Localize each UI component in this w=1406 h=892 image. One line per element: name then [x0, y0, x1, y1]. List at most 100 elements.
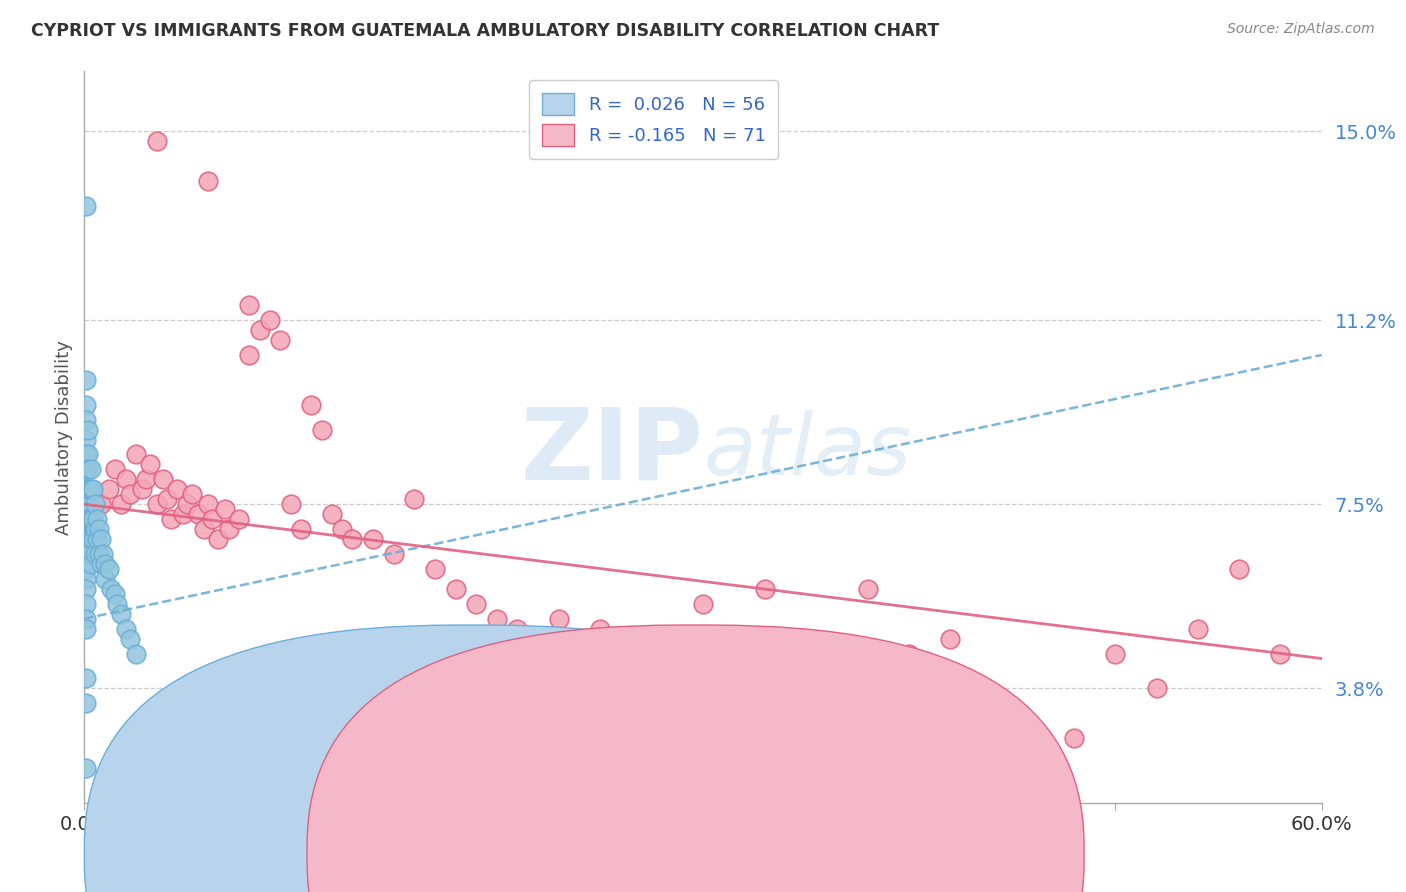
- Point: [75, 672, 97, 686]
- Point: [160, 512, 183, 526]
- Point: [269, 333, 291, 347]
- Point: [218, 522, 240, 536]
- Point: [404, 492, 426, 507]
- Point: [794, 672, 817, 686]
- Point: [77, 483, 100, 497]
- Point: [568, 632, 591, 646]
- Text: Immigrants from Guatemala: Immigrants from Guatemala: [721, 845, 977, 863]
- Point: [87, 522, 110, 536]
- Point: [166, 483, 188, 497]
- Point: [83, 522, 105, 536]
- Point: [754, 582, 776, 596]
- Point: [228, 512, 250, 526]
- Point: [91, 547, 114, 561]
- Point: [79, 462, 101, 476]
- Point: [609, 647, 631, 661]
- Point: [139, 458, 162, 472]
- Point: [207, 532, 229, 546]
- Point: [77, 448, 100, 462]
- Point: [75, 582, 97, 596]
- Point: [75, 433, 97, 447]
- Point: [361, 532, 384, 546]
- Point: [77, 462, 100, 476]
- Point: [118, 632, 141, 646]
- Point: [898, 647, 921, 661]
- Point: [90, 532, 112, 546]
- Point: [90, 497, 112, 511]
- Point: [75, 398, 97, 412]
- Point: [1270, 647, 1292, 661]
- Point: [75, 462, 97, 476]
- Point: [238, 348, 260, 362]
- Point: [82, 512, 104, 526]
- Point: [75, 597, 97, 611]
- Point: [506, 622, 529, 636]
- Point: [79, 512, 101, 526]
- Point: [77, 423, 100, 437]
- Point: [156, 492, 179, 507]
- Point: [98, 483, 121, 497]
- Point: [104, 587, 127, 601]
- Point: [75, 448, 97, 462]
- Point: [83, 547, 105, 561]
- Point: [201, 512, 224, 526]
- Point: [75, 512, 97, 526]
- Point: [90, 557, 112, 571]
- Point: [311, 423, 333, 437]
- Point: [79, 483, 101, 497]
- Point: [104, 462, 127, 476]
- Point: [172, 507, 194, 521]
- Point: [1104, 647, 1126, 661]
- Point: [1001, 731, 1024, 745]
- Point: [630, 632, 652, 646]
- Point: [77, 532, 100, 546]
- Point: [125, 448, 148, 462]
- Point: [145, 134, 167, 148]
- Point: [197, 497, 219, 511]
- Point: [152, 472, 174, 486]
- Point: [290, 522, 312, 536]
- Point: [330, 522, 353, 536]
- Point: [145, 497, 167, 511]
- Point: [75, 532, 97, 546]
- Point: [86, 532, 108, 546]
- Point: [83, 497, 105, 511]
- Text: CYPRIOT VS IMMIGRANTS FROM GUATEMALA AMBULATORY DISABILITY CORRELATION CHART: CYPRIOT VS IMMIGRANTS FROM GUATEMALA AMB…: [31, 22, 939, 40]
- Point: [82, 483, 104, 497]
- Point: [856, 582, 879, 596]
- Point: [671, 647, 693, 661]
- Point: [79, 557, 101, 571]
- Point: [125, 647, 148, 661]
- Point: [342, 532, 364, 546]
- Point: [114, 622, 136, 636]
- Point: [114, 472, 136, 486]
- Point: [527, 632, 550, 646]
- Point: [187, 507, 209, 521]
- Point: [75, 572, 97, 586]
- Point: [259, 313, 281, 327]
- Point: [249, 323, 271, 337]
- Point: [939, 632, 962, 646]
- Point: [100, 582, 122, 596]
- FancyBboxPatch shape: [307, 625, 1084, 892]
- Point: [135, 472, 157, 486]
- Point: [238, 298, 260, 312]
- Point: [1187, 622, 1209, 636]
- Point: [1146, 681, 1168, 696]
- Point: [79, 532, 101, 546]
- Point: [75, 622, 97, 636]
- Point: [75, 199, 97, 213]
- FancyBboxPatch shape: [84, 625, 862, 892]
- Text: ZIP: ZIP: [520, 403, 703, 500]
- Point: [321, 507, 343, 521]
- Point: [75, 547, 97, 561]
- Point: [98, 562, 121, 576]
- Point: [465, 597, 488, 611]
- Point: [105, 597, 128, 611]
- Point: [547, 612, 569, 626]
- Point: [692, 597, 714, 611]
- Point: [1227, 562, 1250, 576]
- Point: [110, 497, 132, 511]
- Point: [77, 512, 100, 526]
- Point: [94, 557, 117, 571]
